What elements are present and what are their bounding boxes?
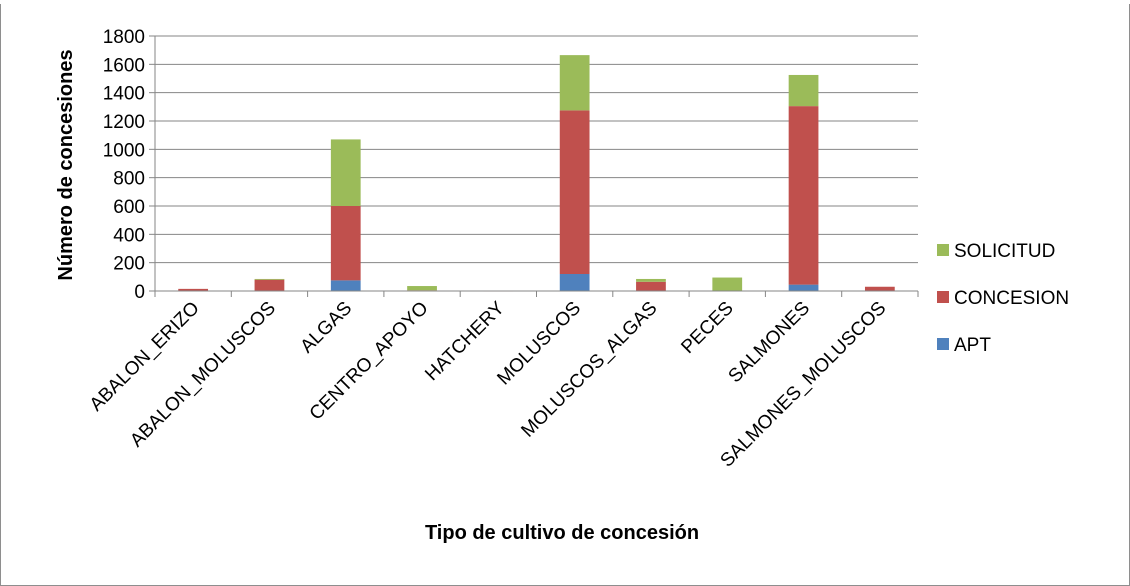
y-tick-label: 600 [113, 197, 145, 218]
y-tick-label: 400 [113, 225, 145, 246]
x-tick-label: PECES [677, 298, 737, 358]
y-tick-label: 0 [134, 282, 145, 303]
bar-apt-salmones [788, 284, 819, 291]
bars [178, 55, 895, 292]
bar-solicitud-peces [712, 277, 743, 291]
bar-concesion-algas [330, 206, 361, 281]
bar-solicitud-algas [330, 139, 361, 206]
legend-label-solicitud: SOLICITUD [954, 241, 1055, 262]
bar-apt-moluscos [559, 274, 590, 291]
bar-concesion-salmones [788, 106, 819, 285]
legend: SOLICITUD CONCESION APT [937, 241, 1069, 356]
bar-solicitud-abalon_moluscos [254, 278, 285, 280]
y-tick-label: 1600 [103, 55, 145, 76]
bar-solicitud-salmones [788, 74, 819, 107]
y-tick-label: 200 [113, 254, 145, 275]
y-tick-label: 1000 [103, 140, 145, 161]
top-strip [0, 0, 1130, 4]
bar-concesion-moluscos_algas [636, 281, 666, 291]
y-tick-label: 1400 [103, 84, 145, 105]
bar-solicitud-moluscos [559, 55, 590, 111]
legend-label-apt: APT [954, 335, 991, 356]
x-tick-label: MOLUSCOS_ALGAS [517, 298, 661, 442]
bar-concesion-abalon_moluscos [254, 279, 285, 291]
x-axis-label: Tipo de cultivo de concesión [425, 522, 699, 544]
legend-swatch-concesion [937, 291, 949, 303]
bar-solicitud-centro_apoyo [407, 286, 437, 291]
y-tick-label: 800 [113, 169, 145, 190]
x-tick-label: SALMONES_MOLUSCOS [717, 298, 891, 472]
y-tick-label: 1200 [103, 112, 145, 133]
bar-concesion-salmones_moluscos [864, 286, 895, 291]
legend-label-concesion: CONCESION [954, 288, 1069, 309]
y-axis-ticks: 0 200 400 600 800 1000 1200 1400 1600 1800 [103, 27, 155, 303]
y-tick-label: 1800 [103, 27, 145, 48]
legend-swatch-apt [937, 338, 949, 350]
bar-concesion-moluscos [559, 110, 590, 274]
y-axis-label: Número de concesiones [55, 49, 77, 280]
x-tick-label: ABALON_MOLUSCOS [126, 298, 280, 452]
x-tick-label: ALGAS [297, 298, 357, 358]
legend-swatch-solicitud [937, 244, 949, 256]
bar-apt-algas [330, 280, 361, 291]
bar-solicitud-moluscos_algas [636, 278, 666, 282]
bar-concesion-abalon_erizo [178, 288, 209, 291]
